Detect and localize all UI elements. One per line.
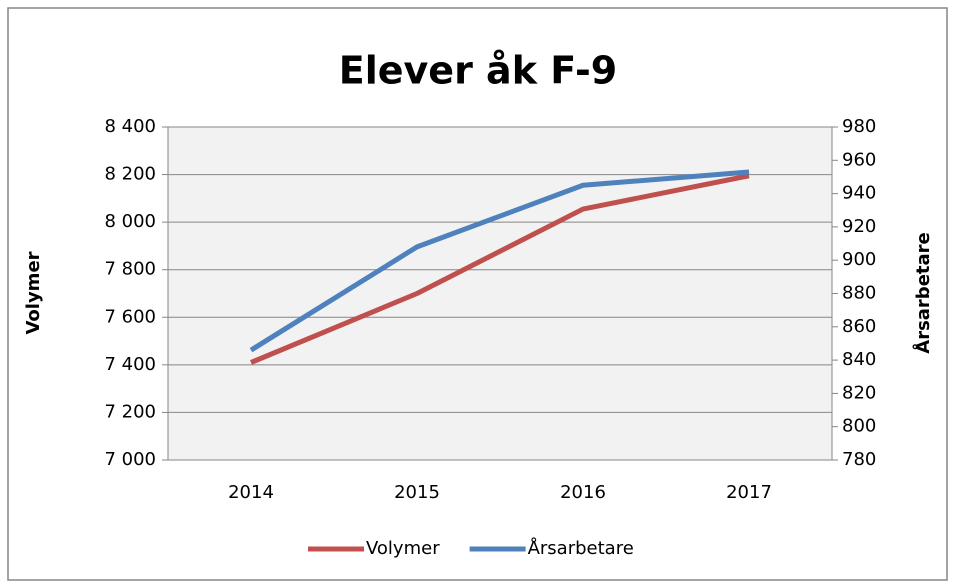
y-axis-title: Volymer — [23, 251, 44, 334]
y2-tick-label: 940 — [842, 183, 876, 204]
y2-tick-label: 880 — [842, 283, 876, 304]
series-line — [249, 169, 750, 353]
x-tick-label: 2014 — [228, 482, 274, 503]
y2-tick-label: 860 — [842, 316, 876, 337]
y2-tick-label: 920 — [842, 216, 876, 237]
y-tick-label: 7 400 — [104, 354, 156, 375]
y2-tick-label: 780 — [842, 449, 876, 470]
y-tick-label: 7 200 — [104, 401, 156, 422]
x-tick-label: 2015 — [394, 482, 440, 503]
x-tick-label: 2017 — [726, 482, 772, 503]
y2-tick-label: 900 — [842, 249, 876, 270]
y2-tick-label: 960 — [842, 149, 876, 170]
y-tick-label: 8 200 — [104, 164, 156, 185]
chart-title: Elever åk F-9 — [339, 49, 617, 93]
y2-tick-label: 800 — [842, 416, 876, 437]
y-tick-label: 8 000 — [104, 211, 156, 232]
x-tick-label: 2016 — [560, 482, 606, 503]
y-tick-label: 7 000 — [104, 449, 156, 470]
y-tick-label: 8 400 — [104, 116, 156, 137]
legend-label: Volymer — [366, 538, 440, 559]
y2-tick-label: 980 — [842, 116, 876, 137]
series-line — [250, 173, 750, 365]
y2-tick-label: 820 — [842, 382, 876, 403]
y2-tick-label: 840 — [842, 349, 876, 370]
y-tick-label: 7 600 — [104, 306, 156, 327]
y-tick-label: 7 800 — [104, 259, 156, 280]
legend-label: Årsarbetare — [528, 537, 634, 559]
y2-axis-title: Årsarbetare — [911, 232, 934, 353]
